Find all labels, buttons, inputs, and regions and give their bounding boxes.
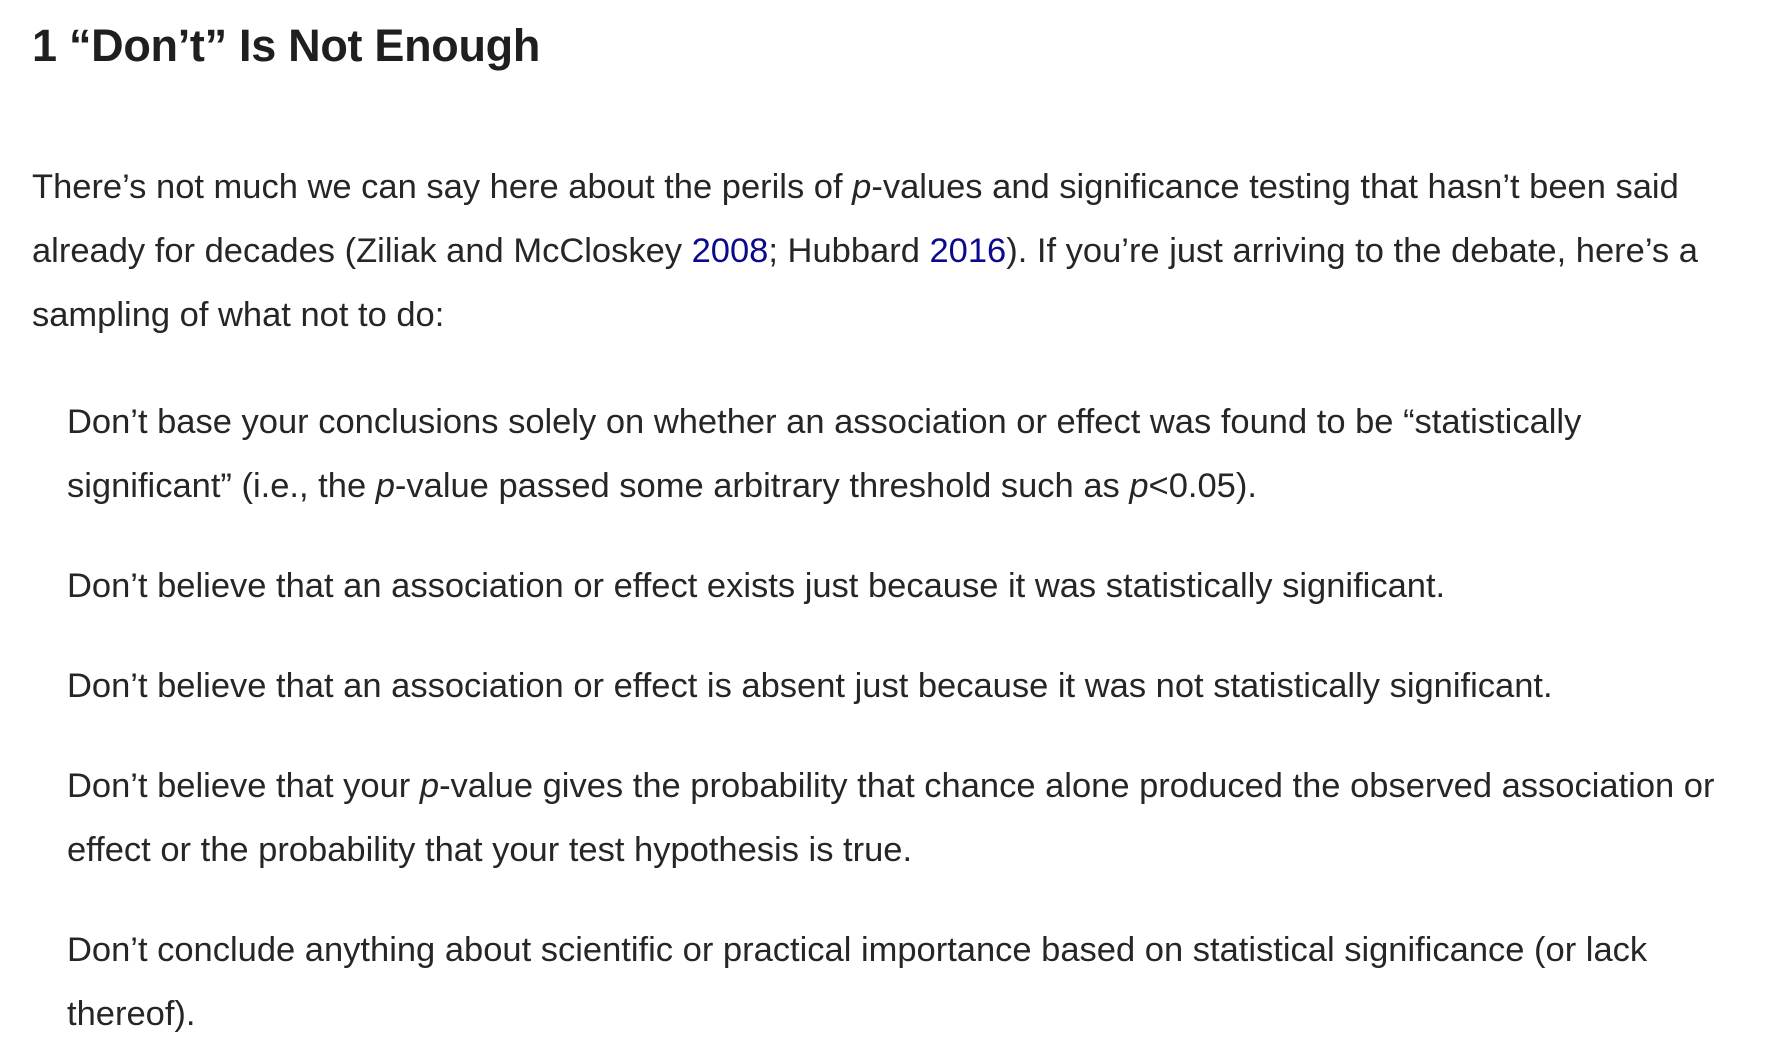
- p-symbol: p: [1129, 467, 1149, 505]
- dont-item-text: <0.05).: [1148, 467, 1257, 505]
- dont-item-text: Don’t believe that your: [67, 767, 420, 805]
- dont-item-text: Don’t base your conclusions solely on wh…: [67, 403, 1582, 505]
- dont-item: Don’t believe that an association or eff…: [67, 654, 1744, 718]
- dont-item: Don’t conclude anything about scientific…: [67, 918, 1744, 1046]
- section-heading: 1 “Don’t” Is Not Enough: [32, 0, 1744, 74]
- citation-link-ziliak-2008[interactable]: 2008: [691, 232, 769, 270]
- dont-item: Don’t believe that your p-value gives th…: [67, 754, 1744, 882]
- section-title: “Don’t” Is Not Enough: [68, 20, 541, 71]
- section-number: 1: [32, 20, 57, 71]
- dont-item-text: -value gives the probability that chance…: [67, 767, 1715, 869]
- dont-item-text: Don’t conclude anything about scientific…: [67, 931, 1648, 1033]
- dont-item-text: Don’t believe that an association or eff…: [67, 667, 1553, 705]
- dont-item-text: Don’t believe that an association or eff…: [67, 567, 1446, 605]
- p-symbol: p: [852, 168, 872, 206]
- dont-item-text: -value passed some arbitrary threshold s…: [394, 467, 1130, 505]
- p-symbol: p: [375, 467, 395, 505]
- intro-text: ). If you’re just arriving to the debate…: [32, 232, 1698, 334]
- citation-link-hubbard-2016[interactable]: 2016: [929, 232, 1007, 270]
- dont-list: Don’t base your conclusions solely on wh…: [32, 390, 1744, 1046]
- p-symbol: p: [419, 767, 440, 805]
- intro-text: There’s not much we can say here about t…: [32, 168, 853, 206]
- dont-item: Don’t base your conclusions solely on wh…: [67, 390, 1744, 518]
- intro-text: -values and significance testing that ha…: [32, 168, 1679, 270]
- dont-item: Don’t believe that an association or eff…: [67, 554, 1744, 618]
- intro-text: ; Hubbard: [768, 232, 930, 270]
- intro-paragraph: There’s not much we can say here about t…: [32, 155, 1744, 347]
